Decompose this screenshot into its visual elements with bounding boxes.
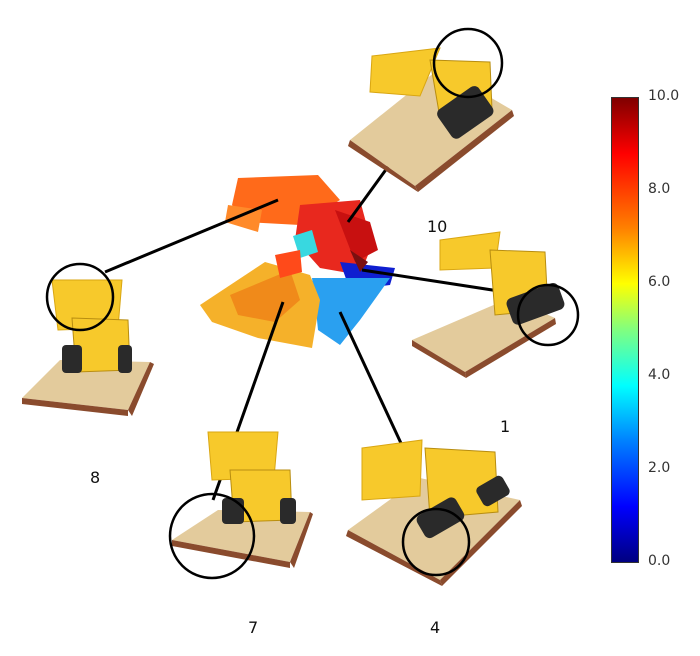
highlight-circles xyxy=(45,27,580,580)
view-label-7: 7 xyxy=(248,618,259,637)
render-view-7 xyxy=(172,431,313,568)
colorbar-tick-0: 0.0 xyxy=(648,553,671,569)
render-view-10 xyxy=(348,47,514,192)
highlight-circle-view-4 xyxy=(401,507,471,577)
view-label-8: 8 xyxy=(90,468,101,487)
colorbar-tick-6: 6.0 xyxy=(648,274,671,290)
highlight-circle-view-10 xyxy=(432,27,504,99)
view-label-1: 1 xyxy=(500,417,511,436)
colorbar-tick-8: 8.0 xyxy=(648,181,671,197)
colorbar-tick-10: 10.0 xyxy=(648,88,680,104)
colorbar-tick-2: 2.0 xyxy=(648,460,671,476)
highlight-circle-view-7 xyxy=(168,492,256,580)
connector-to-view-8 xyxy=(104,198,279,274)
render-view-8 xyxy=(22,279,154,416)
render-view-4 xyxy=(346,439,522,586)
view-label-10: 10 xyxy=(427,217,448,236)
colorbar-tick-4: 4.0 xyxy=(648,367,671,383)
view-label-4: 4 xyxy=(430,618,441,637)
highlight-circle-view-1 xyxy=(516,283,580,347)
render-view-1 xyxy=(412,231,565,378)
highlight-circle-view-8 xyxy=(45,262,115,332)
central-heatmap-reconstruction xyxy=(200,175,395,348)
colorbar xyxy=(611,97,639,563)
